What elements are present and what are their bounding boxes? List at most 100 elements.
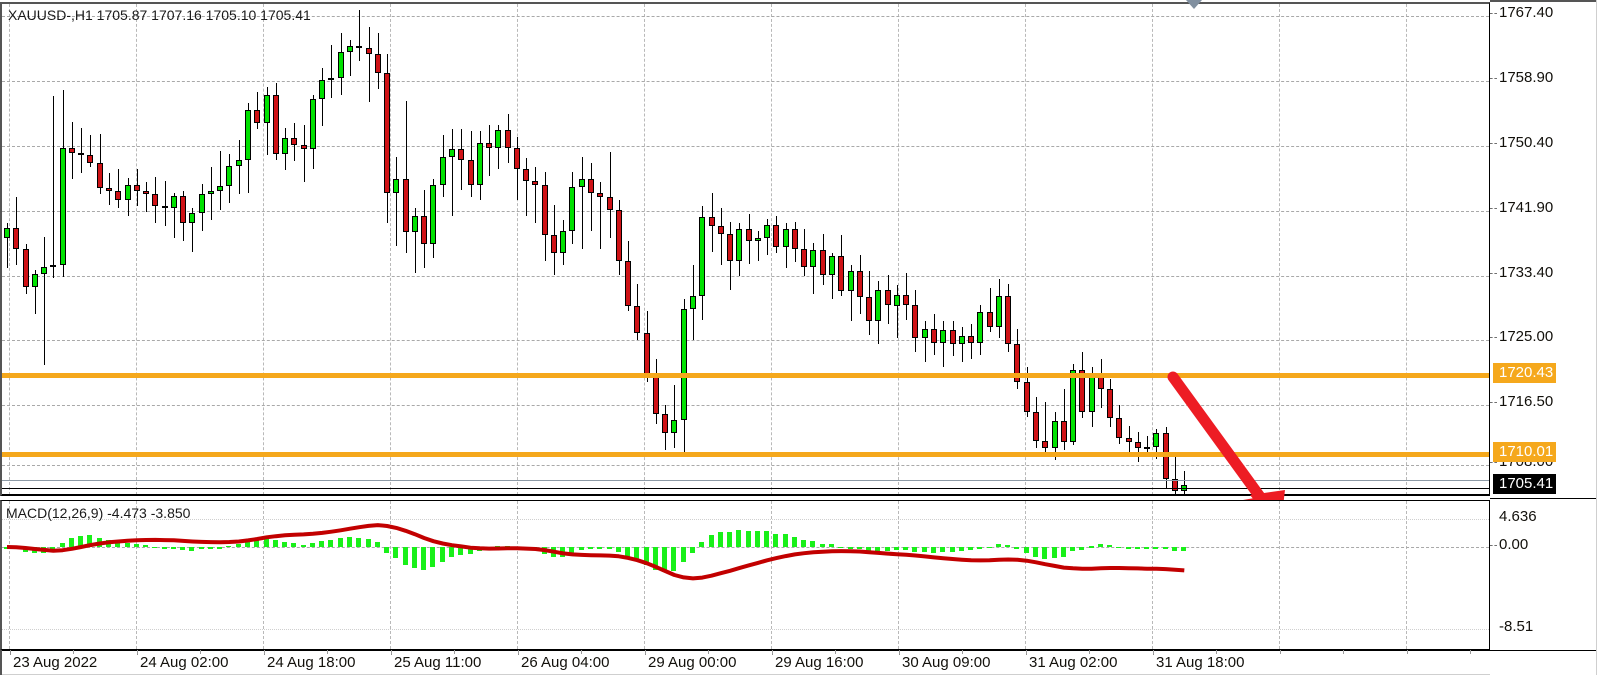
candle-body	[448, 149, 455, 157]
candle-body	[365, 47, 372, 54]
macd-plot-area[interactable]	[2, 501, 1489, 649]
macd-indicator-pane[interactable]: MACD(12,26,9) -4.473 -3.850	[0, 500, 1490, 650]
horizontal-level-line[interactable]	[2, 373, 1489, 378]
candle-body	[1079, 369, 1086, 413]
macd-histogram-bar	[569, 547, 575, 554]
candle-body	[263, 94, 270, 124]
candle-body	[504, 130, 511, 148]
macd-histogram-bar	[643, 547, 649, 566]
candle-body	[384, 73, 391, 193]
macd-histogram-bar	[884, 547, 890, 552]
candle-body	[235, 160, 242, 166]
candle-wick	[897, 285, 898, 338]
macd-histogram-bar	[1023, 547, 1029, 553]
macd-histogram-bar	[958, 547, 964, 552]
macd-histogram-bar	[986, 546, 992, 549]
macd-grid-vline	[1279, 501, 1280, 649]
axis-top-border	[1490, 0, 1597, 2]
candle-body	[717, 226, 724, 234]
macd-histogram-bar	[847, 547, 853, 549]
price-chart-pane[interactable]: XAUUSD-,H1 1705.87 1707.16 1705.10 1705.…	[0, 2, 1490, 496]
macd-histogram-bar	[189, 547, 195, 551]
candle-body	[578, 178, 585, 187]
price-plot-area[interactable]	[2, 4, 1489, 495]
macd-histogram-bar	[411, 547, 417, 568]
candle-body	[856, 271, 863, 298]
price-grid-hline	[2, 16, 1489, 17]
candle-body	[550, 235, 557, 254]
candle-body	[486, 142, 493, 149]
macd-histogram-bar	[652, 547, 658, 570]
candle-body	[782, 229, 789, 248]
candle-body	[272, 94, 279, 154]
macd-grid-vline	[9, 501, 10, 649]
candle-body	[393, 179, 400, 193]
macd-histogram-bar	[309, 543, 315, 547]
price-axis[interactable]: 1767.40 1758.90 1750.40 1741.90 1733.40 1725.…	[1490, 0, 1597, 675]
macd-histogram-bar	[764, 531, 770, 547]
candle-body	[50, 265, 57, 268]
time-axis-minor-mark	[264, 650, 265, 654]
candle-body	[22, 248, 29, 288]
candle-wick	[990, 288, 991, 332]
candle-body	[96, 163, 103, 189]
horizontal-level-line[interactable]	[2, 452, 1489, 457]
macd-histogram-bar	[1107, 545, 1113, 547]
time-axis[interactable]: 23 Aug 2022 24 Aug 02:00 24 Aug 18:00 25 Au…	[0, 650, 1490, 675]
candle-body	[430, 185, 437, 245]
candle-body	[41, 266, 48, 274]
macd-histogram-bar	[671, 547, 677, 572]
candle-wick	[517, 136, 518, 201]
macd-histogram-bar	[384, 547, 390, 553]
macd-histogram-bar	[597, 547, 603, 549]
time-axis-tick: 30 Aug 09:00	[902, 654, 991, 671]
time-axis-minor-mark	[708, 650, 709, 654]
macd-histogram-bar	[1116, 546, 1122, 549]
macd-histogram-bar	[866, 547, 872, 552]
time-axis-minor-mark	[518, 650, 519, 654]
time-axis-tick: 31 Aug 02:00	[1029, 654, 1118, 671]
macd-grid-hline	[2, 547, 1489, 548]
candle-body	[1134, 442, 1141, 449]
macd-grid-hline	[2, 519, 1489, 520]
macd-grid-vline	[517, 501, 518, 649]
macd-histogram-bar	[374, 542, 380, 547]
resistance-level-label[interactable]: 1720.43	[1493, 363, 1557, 383]
candle-wick	[943, 321, 944, 367]
time-axis-minor-mark	[137, 650, 138, 654]
time-axis-minor-mark	[200, 650, 201, 654]
price-grid-hline	[2, 465, 1489, 466]
candle-body	[903, 294, 910, 305]
candle-wick	[331, 44, 332, 98]
macd-histogram-bar	[1070, 547, 1076, 552]
candle-body	[207, 191, 214, 194]
macd-histogram-bar	[1097, 544, 1103, 547]
last-price-label[interactable]: 1705.41	[1493, 474, 1557, 494]
triangle-down-icon[interactable]	[1186, 0, 1202, 9]
macd-histogram-bar	[1060, 547, 1066, 558]
macd-grid-hline	[2, 629, 1489, 630]
candle-wick	[1064, 389, 1065, 450]
price-grid-vline	[9, 4, 10, 495]
candle-body	[949, 330, 956, 345]
candle-wick	[591, 162, 592, 231]
macd-histogram-bar	[282, 541, 288, 547]
candle-body	[1023, 381, 1030, 413]
support-level-label[interactable]: 1710.01	[1493, 442, 1557, 462]
candle-body	[523, 168, 530, 181]
candle-body	[356, 46, 363, 49]
candle-wick	[7, 223, 8, 269]
candle-wick	[406, 100, 407, 254]
candle-body	[439, 156, 446, 186]
candle-body	[745, 229, 752, 242]
macd-histogram-bar	[745, 530, 751, 547]
macd-histogram-bar	[662, 547, 668, 573]
macd-histogram-bar	[180, 547, 186, 551]
time-axis-minor-mark	[645, 650, 646, 654]
time-axis-divider	[2, 650, 1490, 651]
candle-body	[105, 188, 112, 192]
candle-body	[245, 109, 252, 161]
price-axis-tick: 1750.40	[1490, 134, 1597, 151]
price-axis-tick: 1758.90	[1490, 69, 1597, 86]
candle-wick	[146, 182, 147, 212]
